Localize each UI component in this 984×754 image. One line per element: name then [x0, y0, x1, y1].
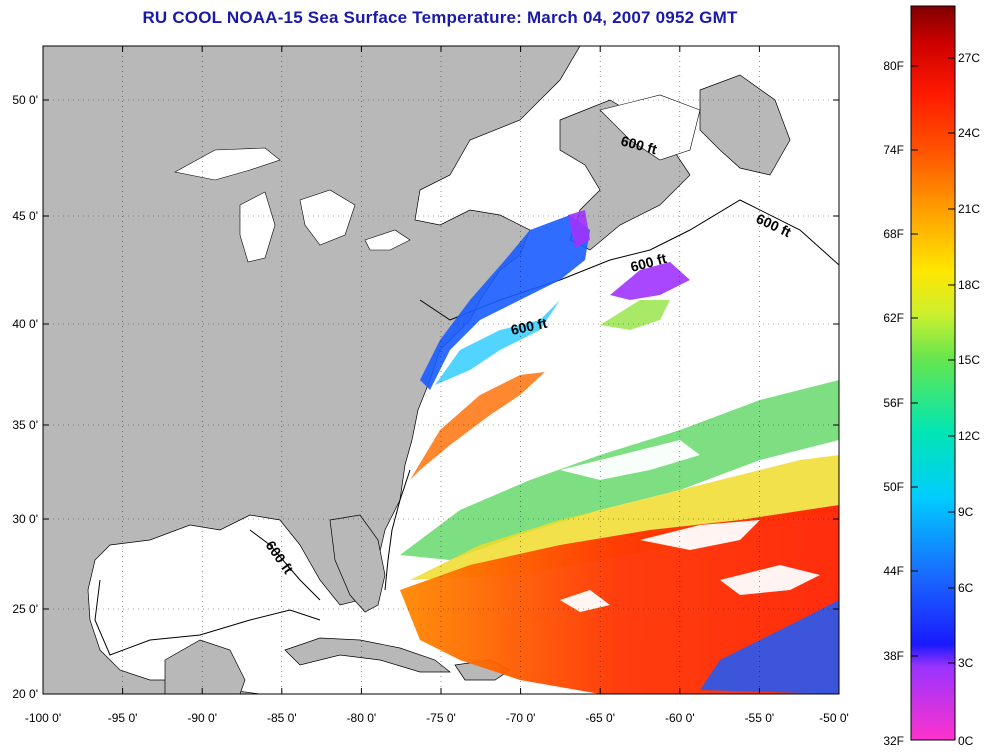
lon-tick-label: -80 0' [347, 711, 377, 725]
celsius-label: 3C [958, 656, 974, 670]
sst-yellow-band [410, 455, 839, 580]
celsius-label: 6C [958, 581, 974, 595]
axis-ticks [42, 46, 840, 695]
land-cuba [284, 637, 451, 673]
colorbar [910, 5, 956, 741]
celsius-label: 27C [958, 51, 980, 65]
celsius-label: 21C [958, 202, 980, 216]
cloud-gaps [560, 440, 820, 612]
sst-cold-shelf [420, 215, 590, 390]
isobath-600ft-line-atlantic [384, 469, 411, 591]
celsius-label: 15C [958, 353, 980, 367]
lat-tick-label: 35 0' [12, 418, 38, 432]
lon-tick-label: -95 0' [108, 711, 138, 725]
fahrenheit-label: 50F [883, 480, 904, 494]
sst-green-patch [600, 300, 670, 330]
lat-tick-label: 45 0' [12, 209, 38, 223]
fahrenheit-label: 56F [883, 396, 904, 410]
lat-tick-label: 50 0' [12, 93, 38, 107]
fahrenheit-label: 62F [883, 311, 904, 325]
gulf-st-lawrence [599, 94, 701, 161]
sst-gulfstream-north [410, 372, 545, 480]
lat-tick-label: 20 0' [12, 687, 38, 701]
sst-purple-patch [568, 210, 690, 300]
celsius-label: 0C [958, 734, 974, 748]
lon-tick-label: -100 0' [25, 711, 61, 725]
celsius-label: 9C [958, 505, 974, 519]
lon-tick-label: -65 0' [585, 711, 615, 725]
lon-tick-label: -60 0' [665, 711, 695, 725]
fahrenheit-label: 38F [883, 649, 904, 663]
fahrenheit-label: 74F [883, 143, 904, 157]
lon-tick-label: -50 0' [819, 711, 849, 725]
sst-blue-patch-southeast [700, 600, 839, 694]
isobath-label: 600 ft [509, 315, 548, 338]
celsius-label: 12C [958, 429, 980, 443]
lat-tick-label: 30 0' [12, 512, 38, 526]
colorbar-ticks [911, 57, 955, 741]
colorbar-celsius-labels: 27C 24C 21C 18C 15C 12C 9C 6C 3C 0C [958, 51, 980, 748]
celsius-label: 18C [958, 278, 980, 292]
land-newfoundland [699, 74, 791, 176]
sst-cyan-shelf [435, 300, 560, 385]
celsius-label: 24C [958, 126, 980, 140]
map-title: RU COOL NOAA-15 Sea Surface Temperature:… [142, 8, 738, 27]
fahrenheit-label: 80F [883, 59, 904, 73]
lon-tick-label: -70 0' [506, 711, 536, 725]
grid-lines [43, 46, 839, 694]
lon-tick-label: -85 0' [267, 711, 297, 725]
land-yucatan [164, 639, 246, 694]
colorbar-fahrenheit-labels: 80F 74F 68F 62F 56F 50F 44F 38F 32F [883, 59, 904, 748]
lon-tick-label: -55 0' [745, 711, 775, 725]
lon-tick-label: -90 0' [187, 711, 217, 725]
isobath-600ft-line-gulf [94, 529, 321, 656]
latitude-axis: 50 0' 45 0' 40 0' 35 0' 30 0' 25 0' 20 0… [12, 93, 38, 701]
land-north-america [43, 46, 581, 694]
lon-tick-label: -75 0' [426, 711, 456, 725]
lat-tick-label: 25 0' [12, 602, 38, 616]
longitude-axis: -100 0' -95 0' -90 0' -85 0' -80 0' -75 … [25, 711, 849, 725]
fahrenheit-label: 32F [883, 734, 904, 748]
fahrenheit-label: 44F [883, 564, 904, 578]
sst-warm-region [400, 505, 839, 694]
great-lakes [174, 147, 411, 263]
lat-tick-label: 40 0' [12, 317, 38, 331]
land-florida [329, 514, 386, 613]
fahrenheit-label: 68F [883, 227, 904, 241]
